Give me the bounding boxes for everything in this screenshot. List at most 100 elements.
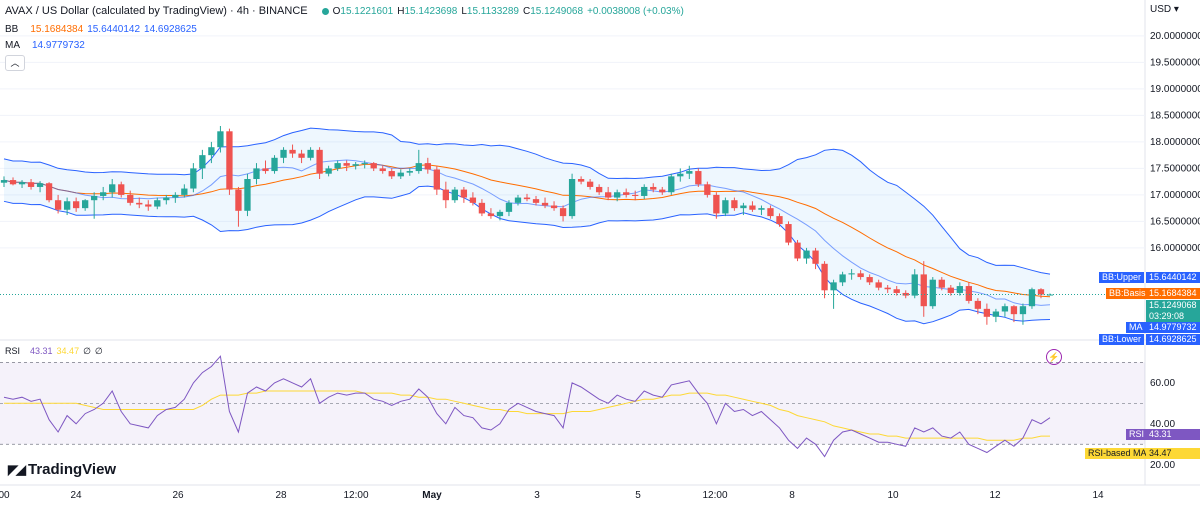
candle-body bbox=[298, 153, 305, 158]
bb-basis-value: 15.1684384 bbox=[30, 24, 84, 35]
price-tick-label: 19.5000000 bbox=[1150, 57, 1200, 68]
time-tick-label: 12:00 bbox=[343, 490, 368, 501]
candle-body bbox=[794, 242, 801, 259]
price-tick-label: 17.0000000 bbox=[1150, 190, 1200, 201]
rsi-ma-tag-value: 34.47 bbox=[1146, 448, 1200, 459]
candle-body bbox=[677, 173, 684, 177]
candle-body bbox=[460, 189, 468, 198]
candle-body bbox=[992, 311, 1000, 317]
candle-body bbox=[81, 200, 89, 209]
candle-body bbox=[1028, 289, 1036, 307]
candle-body bbox=[415, 163, 422, 172]
chevron-up-icon[interactable]: ︿ bbox=[5, 55, 25, 71]
candle-body bbox=[722, 200, 729, 214]
close-label: C bbox=[522, 6, 531, 17]
candle-body bbox=[695, 171, 702, 185]
candle-body bbox=[316, 149, 323, 174]
rsi-tag-value: 43.31 bbox=[1146, 429, 1200, 440]
candle-body bbox=[72, 201, 80, 209]
candle-body bbox=[920, 274, 927, 307]
low-label: L bbox=[461, 6, 467, 17]
rsi-legend[interactable]: RSI 43.31 34.47 ∅ ∅ bbox=[5, 346, 103, 357]
candle-body bbox=[433, 169, 440, 190]
candle-body bbox=[650, 186, 657, 190]
candle-body bbox=[875, 282, 882, 288]
candle-body bbox=[54, 200, 62, 210]
candle-body bbox=[740, 205, 747, 209]
candle-body bbox=[577, 179, 585, 182]
price-tick-label: 16.5000000 bbox=[1150, 216, 1200, 227]
low-value: 15.1133289 bbox=[466, 6, 519, 17]
candle-body bbox=[668, 176, 675, 193]
ma-legend[interactable]: MA 14.9779732 bbox=[5, 40, 89, 51]
candle-body bbox=[911, 274, 918, 296]
candle-body bbox=[586, 181, 594, 187]
candle-body bbox=[866, 277, 873, 283]
bb-basis-tag: BB:Basis bbox=[1106, 288, 1149, 299]
time-tick-label: 00 bbox=[0, 490, 10, 501]
candle-body bbox=[154, 200, 161, 207]
candle-body bbox=[731, 200, 738, 209]
candle-body bbox=[1019, 306, 1027, 315]
lightning-icon[interactable]: ⚡ bbox=[1046, 349, 1062, 365]
candle-body bbox=[541, 202, 549, 206]
rsi-label: RSI bbox=[5, 346, 21, 356]
candle-body bbox=[289, 149, 296, 154]
candle-body bbox=[253, 168, 260, 179]
candle-body bbox=[496, 211, 504, 217]
candle-body bbox=[821, 263, 828, 291]
candle-body bbox=[36, 183, 44, 187]
candle-body bbox=[442, 189, 450, 201]
candle-body bbox=[136, 202, 143, 205]
candle-body bbox=[63, 201, 71, 210]
rsi-tick-label: 20.00 bbox=[1150, 460, 1175, 471]
candle-body bbox=[181, 188, 188, 195]
candle-body bbox=[172, 194, 179, 198]
bb-legend[interactable]: BB 15.1684384 15.6440142 14.6928625 bbox=[5, 24, 201, 35]
chart-title[interactable]: AVAX / US Dollar (calculated by TradingV… bbox=[5, 5, 308, 17]
price-tag-value: 15.1249068 bbox=[1149, 300, 1197, 310]
open-label: O bbox=[332, 6, 341, 17]
market-status-icon[interactable] bbox=[321, 7, 329, 15]
price-tick-label: 20.0000000 bbox=[1150, 31, 1200, 42]
close-value: 15.1249068 bbox=[530, 6, 584, 17]
bb-lower-tag-value: 14.6928625 bbox=[1146, 334, 1200, 345]
currency-selector[interactable]: USD ▾ bbox=[1150, 4, 1179, 15]
candle-body bbox=[307, 149, 314, 158]
rsi-tag: RSI bbox=[1126, 429, 1148, 440]
currency-label: USD bbox=[1150, 4, 1172, 15]
candle-body bbox=[938, 279, 945, 288]
open-value: 15.1221601 bbox=[340, 6, 394, 17]
rsi-ma-tag: RSI-based MA bbox=[1085, 448, 1150, 459]
price-tick-label: 18.5000000 bbox=[1150, 110, 1200, 121]
bb-fill bbox=[4, 128, 1050, 324]
candle-body bbox=[118, 184, 125, 195]
rsi-ma-value: 34.47 bbox=[56, 346, 80, 356]
price-tick-label: 18.0000000 bbox=[1150, 137, 1200, 148]
candle-body bbox=[848, 273, 855, 275]
bb-label: BB bbox=[5, 24, 19, 35]
candle-body bbox=[262, 168, 269, 172]
tradingview-logo[interactable]: ◤◢ TradingView bbox=[8, 461, 116, 478]
candle-body bbox=[0, 180, 8, 183]
candle-body bbox=[280, 149, 287, 158]
candle-body bbox=[388, 171, 395, 177]
rsi-tick-label: 40.00 bbox=[1150, 419, 1175, 430]
candle-body bbox=[325, 168, 332, 174]
candle-body bbox=[704, 184, 711, 195]
candle-body bbox=[830, 282, 837, 291]
candle-body bbox=[163, 197, 170, 201]
candle-body bbox=[370, 163, 377, 169]
candle-body bbox=[965, 286, 973, 301]
bb-upper-value: 15.6440142 bbox=[87, 24, 141, 35]
candle-body bbox=[271, 157, 278, 172]
candle-body bbox=[334, 163, 341, 169]
rsi-tick-label: 60.00 bbox=[1150, 378, 1175, 389]
price-tick-label: 19.0000000 bbox=[1150, 84, 1200, 95]
candle-body bbox=[641, 186, 648, 196]
candle-body bbox=[623, 192, 630, 195]
price-tag: 15.1249068 03:29:08 bbox=[1146, 300, 1200, 322]
candle-body bbox=[614, 192, 621, 198]
candle-body bbox=[632, 194, 639, 196]
